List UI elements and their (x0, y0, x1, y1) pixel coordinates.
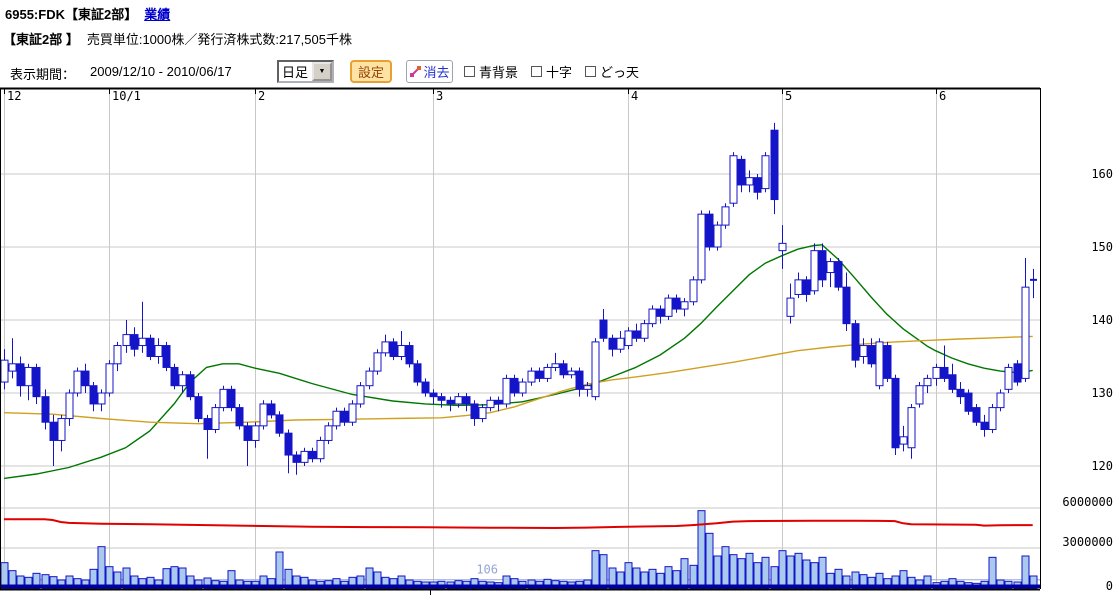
page-title: 6955:FDK【東証2部】 業績 (5, 4, 170, 23)
volume-baseline (0, 584, 1040, 588)
stock-title: 6955:FDK【東証2部】 (5, 7, 138, 22)
blue-background-checkbox[interactable] (464, 66, 475, 77)
performance-link[interactable]: 業績 (144, 7, 171, 22)
month-label: 10/1 (112, 89, 141, 103)
price-tick-label: 150 (1091, 240, 1113, 254)
blue-background-label: 青背景 (479, 65, 519, 80)
stock-subheader: 【東証2部 】売買単位:1000株／発行済株式数:217,505千株 (3, 29, 352, 48)
volume-tick-label: 6000000 (1062, 495, 1113, 509)
month-label: 3 (436, 89, 443, 103)
month-label: 5 (785, 89, 792, 103)
crosshair-label: 十字 (546, 65, 573, 80)
volume-layer (0, 510, 1038, 589)
price-tick-label: 130 (1091, 386, 1113, 400)
blue-background-option[interactable]: 青背景 (464, 62, 518, 81)
crosshair-option[interactable]: 十字 (531, 62, 572, 81)
price-tick-label: 140 (1091, 313, 1113, 327)
chart-frame (0, 87, 1041, 595)
timeframe-selected-value: 日足 (282, 65, 309, 80)
period-value: 2009/12/10 - 2010/06/17 (90, 64, 232, 79)
settings-button[interactable]: 設定 (350, 60, 392, 83)
trendline-icon (410, 66, 422, 77)
price-tick-label: 160 (1091, 167, 1113, 181)
red-indicator-line (4, 518, 1033, 530)
chevron-down-icon[interactable]: ▼ (312, 62, 332, 81)
stock-chart: 12 10/1 2 3 4 5 6 160 150 140 130 120 6000000 3000000… (0, 87, 1113, 595)
gridlines (0, 88, 1040, 589)
chart-option-checkboxes: 青背景 十字 どっ天 (464, 62, 652, 81)
reversal-checkbox[interactable] (585, 66, 597, 77)
erase-trendline-button[interactable]: 消去 (406, 60, 453, 83)
price-tick-label: 120 (1091, 459, 1113, 473)
month-label: 4 (631, 89, 638, 103)
trading-unit-info: 売買単位:1000株／発行済株式数:217,505千株 (86, 32, 352, 47)
month-label: 12 (7, 89, 21, 103)
erase-button-label: 消去 (423, 65, 450, 80)
month-label: 6 (939, 89, 946, 103)
crosshair-checkbox[interactable] (531, 66, 543, 77)
ma-green-line (3, 244, 1033, 480)
axis-labels: 12 10/1 2 3 4 5 6 160 150 140 130 120 6000000 3000000… (7, 89, 1113, 593)
volume-average-label: 106 (476, 563, 498, 577)
settings-button-label: 設定 (357, 65, 384, 80)
reversal-option[interactable]: どっ天 (585, 62, 639, 81)
period-label: 表示期間： (10, 67, 76, 82)
volume-tick-label: 0 (1106, 579, 1113, 593)
month-label: 2 (258, 89, 265, 103)
timeframe-select[interactable]: 日足 ▼ (277, 60, 334, 83)
market-section-label: 【東証2部 】 (3, 32, 79, 47)
reversal-label: どっ天 (600, 65, 640, 80)
candles-layer (0, 122, 1037, 475)
volume-tick-label: 3000000 (1062, 535, 1113, 549)
